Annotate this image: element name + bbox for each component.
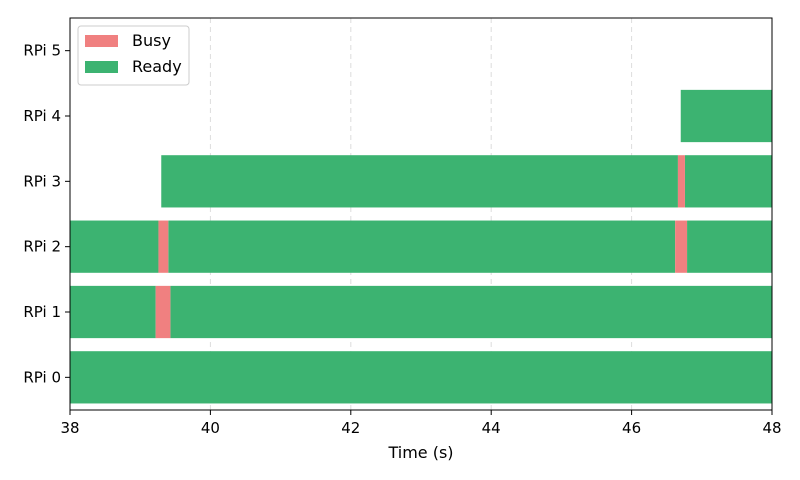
legend-swatch-busy (85, 35, 118, 47)
bar-busy-rpi-3 (677, 155, 685, 208)
legend-swatch-ready (85, 61, 118, 73)
y-tick-label: RPi 2 (23, 238, 61, 256)
y-tick-label: RPi 1 (23, 303, 61, 321)
bar-ready-rpi-1 (170, 285, 773, 339)
bar-ready-rpi-2 (687, 220, 772, 273)
bars (70, 89, 773, 404)
grid-lines (209, 18, 633, 410)
legend-label-ready: Ready (132, 57, 182, 76)
bar-busy-rpi-2 (158, 220, 169, 273)
x-tick-label: 40 (201, 419, 220, 437)
bar-ready-rpi-1 (70, 285, 156, 339)
x-tick-label: 38 (60, 419, 79, 437)
plot-frame (69, 17, 773, 411)
y-tick-label: RPi 3 (23, 172, 61, 190)
x-axis-label: Time (s) (387, 443, 453, 462)
y-tick-label: RPi 0 (23, 368, 61, 386)
bar-ready-rpi-3 (161, 155, 678, 208)
bar-ready-rpi-4 (680, 89, 772, 143)
bar-busy-rpi-1 (155, 285, 171, 339)
bar-ready-rpi-3 (684, 155, 772, 208)
legend: Busy Ready (77, 25, 190, 86)
x-tick-label: 42 (341, 419, 360, 437)
y-axis-ticks: RPi 0 RPi 1 RPi 2 RPi 3 RPi 4 RPi 5 (23, 42, 70, 386)
x-tick-label: 44 (482, 419, 501, 437)
x-tick-label: 48 (762, 419, 781, 437)
bar-ready-rpi-0 (70, 351, 772, 404)
x-tick-label: 46 (622, 419, 641, 437)
y-tick-label: RPi 4 (23, 107, 61, 125)
bar-ready-rpi-2 (168, 220, 676, 273)
y-tick-label: RPi 5 (23, 42, 61, 60)
bar-busy-rpi-2 (675, 220, 688, 273)
bar-ready-rpi-2 (70, 220, 159, 273)
legend-label-busy: Busy (132, 31, 171, 50)
x-axis-ticks: 38 40 42 44 46 48 (60, 410, 782, 437)
